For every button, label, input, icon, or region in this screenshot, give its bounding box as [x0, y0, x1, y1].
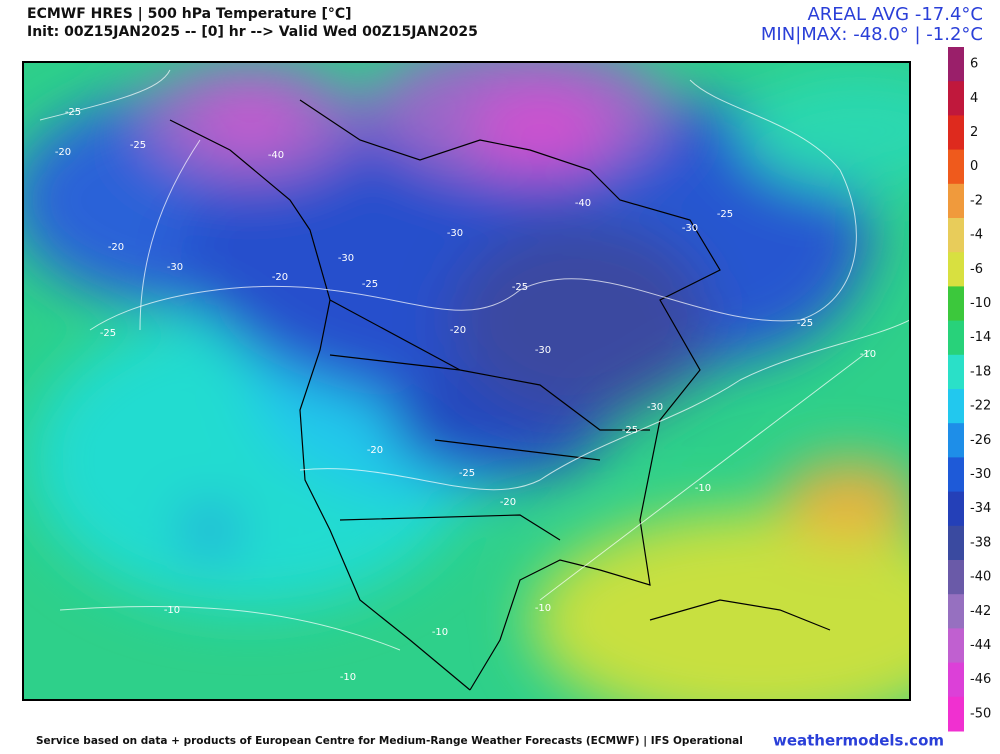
- contour-label: -30: [167, 262, 183, 273]
- credit: Service based on data + products of Euro…: [36, 735, 743, 747]
- colorbar-segment: [948, 423, 964, 458]
- map: -25 -20 -25 -20 -30 -25 -40 -20 -30 -25 -30 -25 -20 -…: [23, 62, 910, 700]
- colorbar-segment: [948, 457, 964, 493]
- contour-label: -30: [338, 253, 354, 264]
- colorbar-label: -4: [970, 228, 983, 243]
- colorbar-segment: [948, 115, 964, 151]
- contour-label: -20: [108, 242, 124, 253]
- colorbar-label: -30: [970, 467, 991, 482]
- colorbar-label: -18: [970, 364, 991, 379]
- colorbar-label: -40: [970, 570, 991, 585]
- min-max: MIN|MAX: -48.0° | -1.2°C: [761, 24, 983, 45]
- init-time: Init: 00Z15JAN2025 -- [0] hr --> Valid W…: [27, 24, 478, 40]
- contour-label: -25: [797, 318, 813, 329]
- colorbar-label: -42: [970, 604, 991, 619]
- colorbar-segment: [948, 354, 964, 390]
- colorbar-label: 0: [970, 159, 978, 174]
- colorbar-segment: [948, 628, 964, 664]
- colorbar-label: 2: [970, 125, 978, 140]
- colorbar-label: -38: [970, 535, 991, 550]
- colorbar-label: 6: [970, 57, 978, 72]
- areal-avg: AREAL AVG -17.4°C: [807, 4, 983, 25]
- contour-label: -20: [272, 272, 288, 283]
- map-frame: [22, 61, 911, 701]
- contour-label: -25: [459, 468, 475, 479]
- colorbar-label: -10: [970, 296, 991, 311]
- contour-label: -10: [860, 349, 876, 360]
- colorbar-segment: [948, 389, 964, 424]
- contour-label: -20: [450, 325, 466, 336]
- contour-label: -25: [622, 425, 638, 436]
- title: ECMWF HRES | 500 hPa Temperature [°C]: [27, 6, 352, 22]
- contour-label: -10: [164, 605, 180, 616]
- colorbar-label: -14: [970, 330, 991, 345]
- colorbar-segment: [948, 320, 964, 356]
- colorbar-label: -46: [970, 672, 991, 687]
- contour-label: -30: [682, 223, 698, 234]
- contour-label: -20: [55, 147, 71, 158]
- colorbar-segment: [948, 594, 964, 629]
- contour-label: -25: [100, 328, 116, 339]
- site: weathermodels.com: [773, 732, 944, 750]
- colorbar-label: -26: [970, 433, 991, 448]
- colorbar-segment: [948, 183, 964, 219]
- contour-label: -25: [362, 279, 378, 290]
- contour-label: -20: [500, 497, 516, 508]
- colorbar-segment: [948, 525, 964, 561]
- contour-label: -10: [432, 627, 448, 638]
- contour-label: -30: [447, 228, 463, 239]
- colorbar-segment: [948, 662, 964, 698]
- colorbar-segment: [948, 47, 964, 82]
- colorbar-segment: [948, 491, 964, 527]
- colorbar-segment: [948, 252, 964, 287]
- colorbar-label: -50: [970, 706, 991, 721]
- colorbar-label: -34: [970, 501, 991, 516]
- colorbar-label: -6: [970, 262, 983, 277]
- contour-label: -25: [65, 107, 81, 118]
- colorbar-segment: [948, 696, 964, 732]
- colorbar-label: -2: [970, 193, 983, 208]
- colorbar-segment: [948, 81, 964, 116]
- colorbar-segment: [948, 149, 964, 185]
- contour-label: -25: [717, 209, 733, 220]
- colorbar-segment: [948, 560, 964, 595]
- colorbar-label: -44: [970, 638, 991, 653]
- colorbar-label: 4: [970, 91, 978, 106]
- contour-label: -30: [535, 345, 551, 356]
- contour-label: -40: [268, 150, 284, 161]
- contour-label: -20: [367, 445, 383, 456]
- contour-label: -40: [575, 198, 591, 209]
- colorbar-segment: [948, 218, 964, 253]
- colorbar-label: -22: [970, 399, 991, 414]
- contour-label: -10: [695, 483, 711, 494]
- contour-label: -30: [647, 402, 663, 413]
- colorbar-segment: [948, 286, 964, 322]
- contour-label: -10: [340, 672, 356, 683]
- coastlines: [169, 99, 831, 691]
- contour-label: -25: [512, 282, 528, 293]
- contour-label: -25: [130, 140, 146, 151]
- contour-label: -10: [535, 603, 551, 614]
